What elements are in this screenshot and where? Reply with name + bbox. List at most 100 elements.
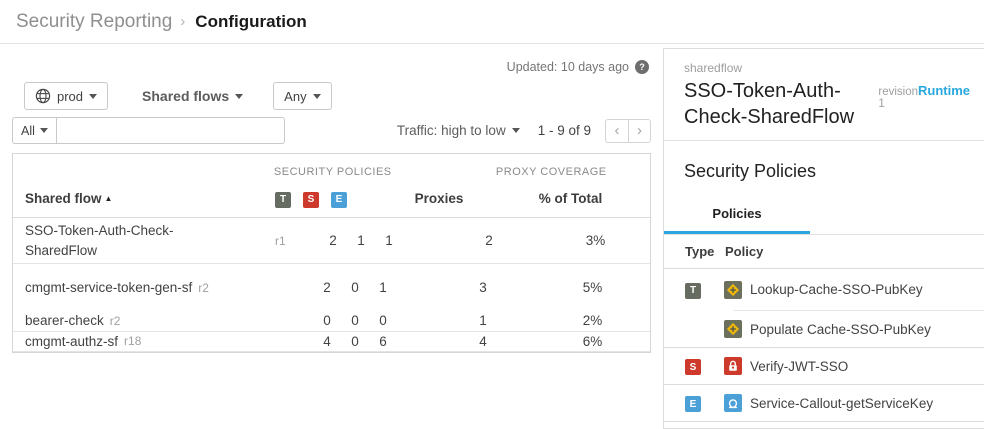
pagination-range: 1 - 9 of 9 — [537, 123, 591, 138]
updated-label: Updated: 10 days ago — [506, 60, 629, 74]
search-scope-dropdown[interactable]: All — [12, 117, 56, 144]
proxies-column-header: Proxies — [414, 191, 464, 206]
policy-column-header: Policy — [725, 244, 764, 259]
shared-flows-table: SECURITY POLICIES PROXY COVERAGE Shared … — [12, 153, 651, 354]
revision-value: 1 — [878, 98, 885, 110]
table-row[interactable]: cmgmt-authz-sf r18 4 0 6 4 6% — [13, 332, 650, 353]
detail-tabs: Policies — [664, 206, 984, 235]
breadcrumb: Security Reporting › Configuration — [0, 0, 984, 44]
environment-value: prod — [57, 88, 84, 104]
shared-flow-header-label: Shared flow — [25, 191, 102, 206]
policy-row[interactable]: T Lookup-Cache-SSO-PubKey — [664, 269, 984, 310]
scope-dropdown[interactable]: Shared flows — [142, 88, 244, 104]
cache-policy-icon — [724, 320, 742, 338]
proxy-coverage-group-header: PROXY COVERAGE — [495, 166, 607, 178]
extension-badge: E — [331, 191, 347, 208]
trust-count: 2 — [329, 233, 337, 248]
security-count: 0 — [351, 280, 359, 295]
revision-label: r2 — [109, 313, 121, 328]
report-section: Updated: 10 days ago ? prod Shared flows… — [0, 44, 663, 429]
shared-flow-name: cmgmt-authz-sf — [25, 333, 119, 349]
security-badge: S — [685, 359, 701, 376]
breadcrumb-separator: › — [180, 13, 186, 30]
chevron-down-icon — [89, 93, 98, 99]
proxies-count: 4 — [479, 333, 487, 349]
pct-of-total: 5% — [582, 280, 603, 295]
proxies-count: 3 — [479, 280, 487, 295]
tab-policies[interactable]: Policies — [664, 206, 810, 234]
help-icon[interactable]: ? — [635, 60, 649, 74]
breadcrumb-section[interactable]: Security Reporting — [16, 10, 173, 32]
any-filter-dropdown[interactable]: Any — [273, 82, 332, 110]
chevron-down-icon — [312, 93, 321, 99]
pct-of-total: 2% — [582, 313, 603, 329]
trust-count: 2 — [323, 280, 331, 295]
service-callout-policy-icon — [724, 394, 742, 412]
security-policies-group-header: SECURITY POLICIES — [273, 166, 392, 178]
table-column-header: Shared flow ▲ T S E Proxies % of Total — [13, 180, 650, 218]
traffic-sort-value: Traffic: high to low — [396, 123, 506, 138]
search-input[interactable] — [55, 117, 285, 144]
extension-count: 1 — [385, 233, 393, 248]
policy-row[interactable]: E Service-Callout-getServiceKey — [664, 385, 984, 421]
page-title: Configuration — [195, 11, 307, 31]
scope-value: Shared flows — [142, 88, 230, 104]
pagination: ‹ › — [605, 118, 651, 143]
revision-label: r2 — [198, 280, 209, 295]
environment-dropdown[interactable]: prod — [24, 82, 109, 110]
row-divider — [664, 347, 984, 348]
policies-table-header: Type Policy — [664, 235, 984, 269]
pct-of-total: 3% — [585, 233, 606, 248]
revision-label: r18 — [124, 334, 142, 349]
shared-flow-column-header[interactable]: Shared flow ▲ — [13, 191, 225, 206]
type-column-header: Type — [685, 244, 715, 259]
policy-name: Populate Cache-SSO-PubKey — [750, 321, 931, 337]
table-row[interactable]: bearer-check r2 0 0 0 1 2% — [13, 311, 650, 332]
chevron-down-icon — [39, 128, 48, 133]
trust-count: 0 — [323, 313, 331, 329]
table-row[interactable]: cmgmt-service-token-gen-sf r2 2 0 1 3 5% — [13, 264, 650, 311]
lock-policy-icon — [724, 357, 742, 375]
pct-total-column-header: % of Total — [538, 191, 603, 206]
shared-flow-name: cmgmt-service-token-gen-sf — [25, 279, 193, 295]
next-page-button[interactable]: › — [628, 118, 651, 143]
security-count: 1 — [357, 233, 365, 248]
revision-block: revisionRuntime 1 — [878, 83, 970, 130]
sharedflow-kind-label: sharedflow — [684, 61, 743, 75]
extension-count: 1 — [379, 280, 387, 295]
security-count: 0 — [351, 313, 359, 329]
updated-row: Updated: 10 days ago ? — [12, 44, 651, 76]
traffic-sort-dropdown[interactable]: Traffic: high to low — [397, 123, 520, 138]
prev-page-button[interactable]: ‹ — [605, 118, 628, 143]
search-scope-value: All — [21, 123, 35, 138]
policy-name: Verify-JWT-SSO — [750, 358, 849, 374]
chevron-down-icon — [235, 93, 244, 99]
revision-label: revision — [878, 86, 918, 98]
detail-panel-header: sharedflow SSO-Token-Auth-Check-SharedFl… — [664, 49, 984, 141]
chevron-down-icon — [511, 128, 520, 133]
security-badge: S — [303, 191, 319, 208]
revision-label: r1 — [275, 233, 286, 248]
sharedflow-detail-panel: sharedflow SSO-Token-Auth-Check-SharedFl… — [663, 48, 984, 429]
table-row[interactable]: SSO-Token-Auth-Check-SharedFlow r1 2 1 1… — [13, 218, 650, 264]
extension-count: 0 — [379, 313, 387, 329]
security-policies-heading: Security Policies — [684, 161, 817, 181]
proxies-count: 2 — [485, 233, 493, 248]
policy-row[interactable]: S Verify-JWT-SSO — [664, 348, 984, 384]
proxies-count: 1 — [479, 313, 487, 329]
row-divider — [664, 421, 984, 422]
sort-ascending-icon: ▲ — [104, 194, 113, 203]
trust-badge: T — [275, 191, 291, 208]
shared-flow-name: bearer-check — [25, 313, 104, 328]
extension-count: 6 — [379, 333, 387, 349]
any-filter-value: Any — [284, 88, 307, 104]
row-divider — [734, 310, 984, 311]
shared-flow-name: SSO-Token-Auth-Check-SharedFlow — [25, 222, 174, 258]
policy-row[interactable]: Populate Cache-SSO-PubKey — [664, 311, 984, 347]
row-divider — [664, 384, 984, 385]
policy-name: Lookup-Cache-SSO-PubKey — [750, 282, 923, 297]
globe-icon — [35, 88, 51, 104]
policy-name: Service-Callout-getServiceKey — [750, 395, 934, 411]
security-count: 0 — [351, 333, 359, 349]
runtime-link[interactable]: Runtime — [918, 83, 970, 98]
